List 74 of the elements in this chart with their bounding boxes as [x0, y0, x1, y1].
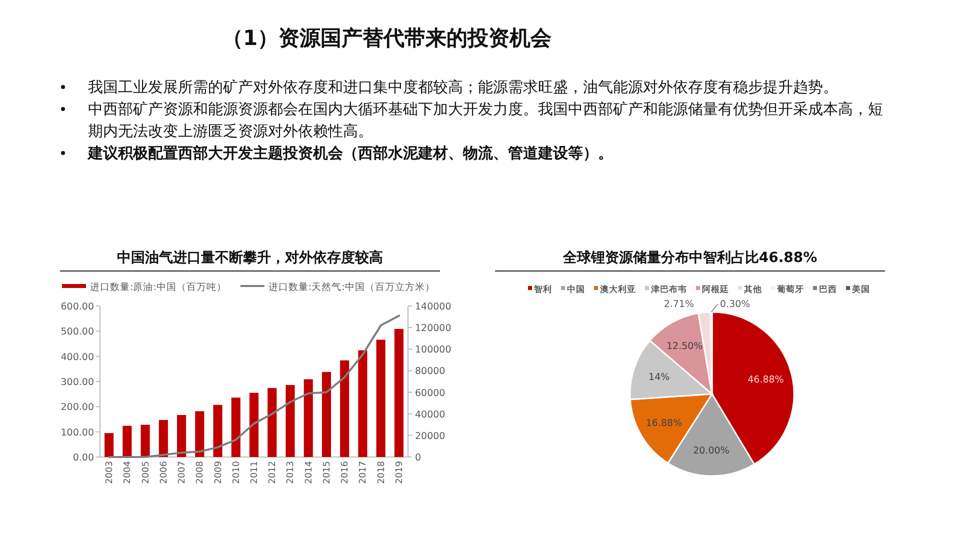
bar — [213, 404, 222, 457]
chart-title: 全球锂资源储量分布中智利占比46.88% — [562, 250, 818, 266]
bar — [177, 414, 186, 457]
x-tick-label: 2010 — [232, 460, 242, 484]
y-tick-label: 400.00 — [60, 352, 94, 363]
text: 我国工业发展所需的矿产对外依存度和进口集中度都较高；能源需求旺盛，油气能源对外依存度有稳步提升趋势。 — [88, 78, 838, 96]
legend-label: 澳大利亚 — [599, 284, 636, 295]
y2-tick-label: 80000 — [415, 366, 446, 378]
chart-title: 中国油气进口量不断攀升，对外依存度较高 — [117, 249, 383, 266]
legend-label: 进口数量:天然气:中国（百万立方米） — [268, 281, 435, 293]
bar — [322, 372, 331, 457]
x-tick-label: 2004 — [123, 460, 134, 484]
legend-label: 中国 — [567, 284, 585, 295]
bar — [231, 398, 240, 457]
y2-tick-label: 60000 — [415, 388, 446, 399]
bar — [394, 328, 404, 457]
x-tick-label: 2006 — [159, 460, 170, 484]
x-tick-label: 2005 — [141, 461, 152, 484]
x-tick-label: 2018 — [376, 460, 387, 484]
bar — [249, 392, 259, 457]
y2-tick-label: 20000 — [415, 430, 446, 442]
y-tick-label: 300.00 — [60, 377, 94, 388]
data-label: 16.88% — [646, 418, 682, 429]
legend-label: 阿根廷 — [702, 284, 729, 295]
data-label: 12.50% — [666, 340, 703, 352]
bar — [358, 350, 368, 457]
bar — [158, 420, 168, 457]
bar — [140, 424, 150, 457]
text: 建议积极配置西部大开发主题投资机会（西部水泥建材、物流、管道建设等）。 — [87, 144, 613, 162]
bar — [286, 385, 295, 457]
y-tick-label: 0.00 — [72, 452, 94, 464]
x-tick-label: 2013 — [286, 461, 296, 484]
data-label: 14% — [648, 372, 670, 383]
y2-tick-label: 40000 — [415, 409, 446, 420]
x-tick-label: 2009 — [214, 460, 224, 484]
legend-label: 进口数量:原油:中国（百万吨） — [90, 281, 226, 293]
x-tick-label: 2008 — [196, 460, 206, 484]
text: 中西部矿产资源和能源资源都会在国内大循环基础下加大开发力度。我国中西部矿产和能源储量有优势但开采成本高，短期内无法改变上游匮乏资源对外依赖性高。 — [88, 100, 883, 140]
text: （1）资源国产替代带来的投资机会 — [222, 26, 553, 50]
x-tick-label: 2016 — [340, 460, 351, 484]
bar — [104, 433, 114, 457]
bar — [195, 411, 204, 457]
x-tick-label: 2017 — [358, 461, 369, 484]
data-label: 46.88% — [748, 374, 784, 386]
legend-label: 智利 — [533, 284, 552, 295]
x-tick-label: 2011 — [250, 461, 260, 484]
bar — [268, 388, 277, 457]
y-tick-label: 500.00 — [60, 326, 94, 338]
y2-tick-label: 100000 — [415, 344, 452, 356]
y-tick-label: 200.00 — [60, 402, 94, 414]
legend-label: 津巴布韦 — [650, 284, 687, 295]
y-tick-label: 100.00 — [60, 427, 94, 438]
legend-label: 其他 — [743, 284, 763, 295]
x-tick-label: 2012 — [268, 461, 278, 484]
x-tick-label: 2015 — [322, 461, 332, 484]
x-tick-label: 2019 — [394, 460, 405, 484]
line-series — [108, 314, 400, 458]
x-tick-label: 2003 — [105, 461, 116, 484]
bar — [122, 426, 132, 457]
y2-tick-label: 0 — [415, 452, 422, 464]
bar — [340, 360, 350, 457]
y2-tick-label: 120000 — [415, 323, 452, 334]
y-tick-label: 600.00 — [60, 302, 94, 312]
bar — [304, 379, 313, 457]
legend-label: 美国 — [851, 284, 870, 295]
x-tick-label: 2014 — [304, 460, 314, 484]
y2-tick-label: 140000 — [415, 302, 452, 312]
legend-label: 巴西 — [819, 284, 837, 295]
data-label: 20.00% — [693, 445, 730, 456]
data-label: 2.71% — [664, 299, 694, 310]
bar — [376, 340, 386, 457]
legend-label: 葡萄牙 — [776, 284, 804, 295]
x-tick-label: 2007 — [178, 461, 188, 484]
data-label: 0.30% — [720, 299, 750, 310]
